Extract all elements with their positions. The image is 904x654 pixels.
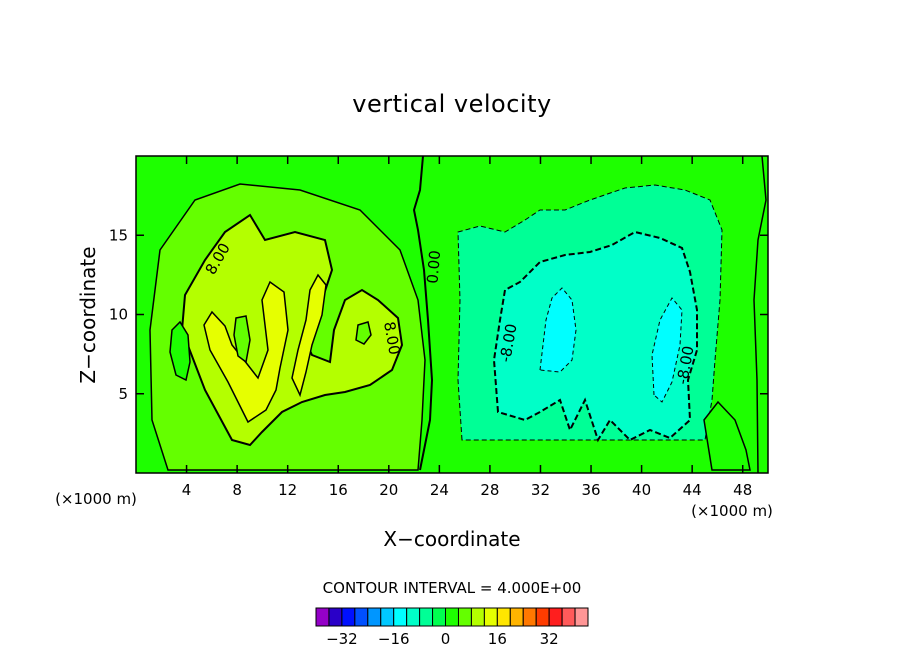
contour-label: 0.00 [423,249,444,284]
chart-title: vertical velocity [352,90,551,118]
x-unit-label-left: (×1000 m) [55,490,137,508]
x-tick-label: 28 [480,481,499,499]
contour-zero-line-right [753,156,767,473]
plot-area [135,155,769,474]
x-tick-label: 12 [278,481,297,499]
colorbar-ticks: −32 −16 0 16 32 [326,630,559,648]
contour-interval-label: CONTOUR INTERVAL = 4.000E+00 [323,579,582,597]
x-tick-label: 24 [430,481,449,499]
colorbar-tick-label: 32 [540,630,559,648]
y-tick-label: 10 [109,306,128,324]
colorbar-swatch [393,607,408,627]
contour-fill-positive-12 [203,280,289,424]
colorbar-swatch [548,607,563,627]
colorbar-tick-label: 16 [488,630,507,648]
colorbar-swatch [341,607,356,627]
colorbar-tick-label: −32 [326,630,358,648]
colorbar-swatch [354,607,369,627]
x-tick-label: 40 [632,481,651,499]
y-axis-ticks: 5 10 15 [109,226,768,403]
colorbar-swatch [432,607,447,627]
x-tick-label: 20 [379,481,398,499]
colorbar-swatch [457,607,472,627]
colorbar-swatch [509,607,524,627]
y-axis-label: Z−coordinate [76,246,100,383]
colorbar-tick-label: 0 [441,630,451,648]
x-tick-label: 44 [683,481,702,499]
contour-fill-positive-16 [291,273,327,398]
x-tick-label: 16 [329,481,348,499]
colorbar-swatch [406,607,421,627]
colorbar-swatch [483,607,498,627]
colorbar-swatch [328,607,343,627]
colorbar-swatch [367,607,382,627]
x-tick-label: 36 [581,481,600,499]
colorbar-swatch [380,607,395,627]
contour-ring-small [233,315,251,364]
colorbar-swatch [470,607,485,627]
colorbar-tick-label: −16 [378,630,410,648]
y-tick-label: 15 [109,226,128,244]
contour-label: 8.00 [380,320,404,356]
contour-zero-line [412,156,434,471]
x-tick-label: 4 [182,481,192,499]
x-tick-label: 32 [531,481,550,499]
y-tick-label: 5 [118,385,128,403]
x-tick-label: 48 [733,481,752,499]
x-tick-label: 8 [232,481,242,499]
x-axis-label: X−coordinate [383,527,520,551]
colorbar-swatch [445,607,459,627]
colorbar-swatch [574,607,589,627]
contour-fill-negative-12 [539,287,577,373]
contour-ring-left [169,320,191,382]
colorbar-swatch [496,607,511,627]
colorbar-swatch [535,607,550,627]
x-unit-label-right: (×1000 m) [691,502,773,520]
colorbar [315,607,589,627]
contour-ring-right [355,321,372,345]
colorbar-swatch [561,607,576,627]
x-axis-ticks: 4 8 12 16 20 24 28 32 36 40 44 48 [182,156,752,499]
colorbar-swatch [315,607,330,627]
contour-fill-negative-12b [651,297,683,403]
colorbar-swatch [522,607,537,627]
colorbar-swatch [419,607,434,627]
contour-fill-negative-8 [492,230,698,443]
contour-edge-right [703,400,751,471]
